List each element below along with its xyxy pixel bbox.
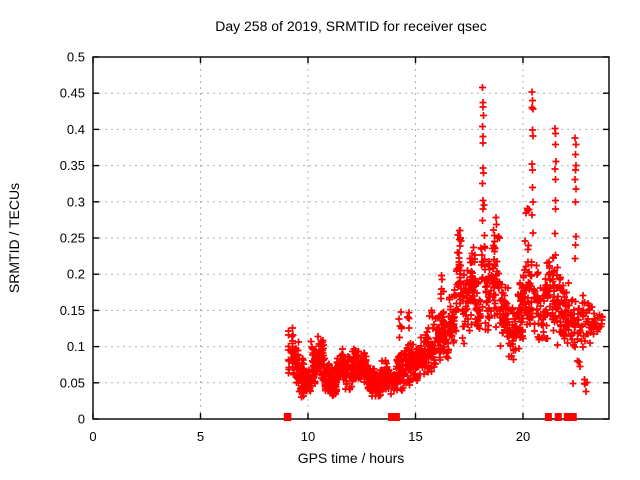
y-tick-label: 0.4: [67, 122, 85, 137]
zero-value-marker: [563, 413, 577, 421]
x-tick-label: 15: [408, 429, 422, 444]
y-tick-label: 0.35: [60, 158, 85, 173]
zero-value-marker: [388, 413, 400, 421]
x-axis-label: GPS time / hours: [298, 450, 405, 466]
gridlines: [93, 57, 609, 419]
zero-value-marker: [544, 413, 552, 421]
plot-border: [92, 56, 610, 420]
x-tick-label: 20: [516, 429, 530, 444]
x-tick-labels: 0 5 10 15 20: [89, 429, 530, 444]
y-tick-label: 0.15: [60, 303, 85, 318]
y-tick-label: 0.25: [60, 231, 85, 246]
zero-value-marker: [283, 413, 292, 421]
y-tick-label: 0.5: [67, 50, 85, 65]
data-points: [285, 84, 606, 401]
y-axis-label: SRMTID / TECUs: [6, 183, 22, 293]
zero-value-marker: [554, 413, 562, 421]
x-tick-label: 10: [301, 429, 315, 444]
y-tick-label: 0.2: [67, 267, 85, 282]
y-tick-label: 0.3: [67, 194, 85, 209]
y-tick-label: 0: [78, 412, 85, 427]
chart-title: Day 258 of 2019, SRMTID for receiver qse…: [215, 18, 487, 34]
y-tick-labels: 0 0.05 0.1 0.15 0.2 0.25 0.3 0.35 0.4 0.45 0.5: [60, 50, 85, 427]
zero-markers: [283, 413, 577, 421]
x-tick-label: 5: [197, 429, 204, 444]
x-tick-label: 0: [89, 429, 96, 444]
y-tick-label: 0.45: [60, 86, 85, 101]
y-tick-label: 0.05: [60, 375, 85, 390]
y-tick-label: 0.1: [67, 339, 85, 354]
